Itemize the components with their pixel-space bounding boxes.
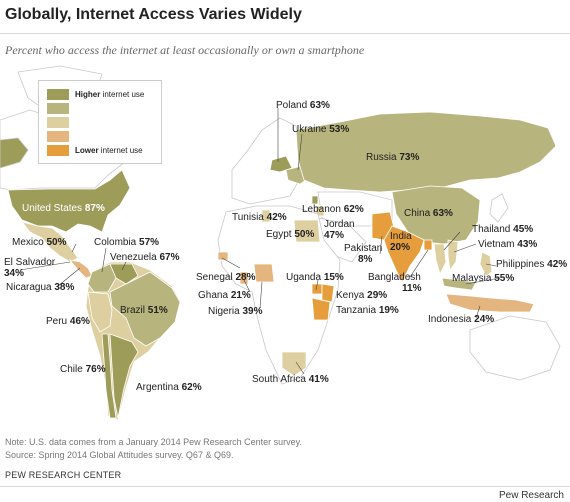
label-egypt: Egypt 50% [266,229,315,240]
title-divider [0,33,570,34]
region-japan [489,193,509,223]
map-egypt [293,219,321,243]
label-china: China 63% [404,208,453,219]
label-peru: Peru 46% [46,316,90,327]
map-malaysia [441,277,477,291]
label-ukraine: Ukraine 53% [292,124,350,135]
label-russia: Russia 73% [366,152,420,163]
label-south-africa: South Africa 41% [252,374,329,385]
region-australia [469,315,561,381]
label-thailand: Thailand 45% [472,224,534,235]
map-brazil [109,271,181,347]
map-lebanon [311,195,319,205]
label-argentina: Argentina 62% [136,382,202,393]
legend-high: Higher internet use [75,90,145,99]
chart-card: Globally, Internet Access Varies Widely … [0,6,570,487]
world-map [0,65,561,421]
region-europe [231,117,301,205]
leader-lines [19,108,501,375]
map-nigeria [253,263,275,283]
chart-title: Globally, Internet Access Varies Widely [5,6,302,23]
map-thailand [433,243,447,276]
label-vietnam: Vietnam 43% [478,239,538,250]
label-pakistan: Pakistan [344,243,383,254]
label-brazil: Brazil 51% [120,305,168,316]
label-tunisia: Tunisia 42% [232,212,287,223]
label-senegal: Senegal 28% [196,272,256,283]
map-senegal [217,251,229,261]
map-tunisia [261,209,271,223]
label-poland: Poland 63% [276,100,330,111]
label-jordan-pct: 47% [324,230,345,241]
label-lebanon: Lebanon 62% [302,204,364,215]
label-indonesia: Indonesia 24% [428,314,495,325]
map-indonesia [445,293,535,313]
map-vietnam [447,239,459,272]
label-ghana: Ghana 21% [198,290,251,301]
map-jordan [315,205,325,217]
source-text: Source: Spring 2014 Global Attitudes sur… [5,450,234,460]
label-malaysia: Malaysia 55% [452,273,515,284]
label-nicaragua: Nicaragua 38% [6,282,75,293]
legend-swatch-1 [47,89,69,100]
map-south-africa [281,351,307,377]
map-india [383,225,425,283]
label-colombia: Colombia 57% [94,237,160,248]
chart-subtitle: Percent who access the internet at least… [5,43,365,57]
footer-divider [0,486,570,487]
region-africa [217,205,341,385]
label-el-salvador-pct: 34% [4,268,25,279]
label-nigeria: Nigeria 39% [208,306,263,317]
org-name: PEW RESEARCH CENTER [5,470,122,480]
map-kenya [321,283,335,303]
map-bangladesh [423,239,433,251]
label-bangladesh-pct: 11% [402,283,422,294]
label-bangladesh: Bangladesh [368,272,421,283]
label-philippines: Philippines 42% [496,259,568,270]
region-alaska [0,137,29,169]
map-russia [295,111,557,193]
map-chile [101,333,117,419]
legend-swatch-2 [47,103,69,114]
label-chile: Chile 76% [60,364,106,375]
label-pakistan-pct: 8% [358,254,373,265]
map-ghana [239,271,249,285]
label-tanzania: Tanzania 19% [336,305,399,316]
label-united-states: United States 87% [22,203,105,214]
label-mexico: Mexico 50% [12,237,67,248]
label-jordan: Jordan [324,219,355,230]
legend-swatch-3 [47,117,69,128]
label-india: India [390,231,412,242]
label-el-salvador: El Salvador [4,257,56,268]
map-central-america [69,259,93,279]
label-uganda: Uganda 15% [286,272,344,283]
legend: Higher internet use Lower internet use [38,80,162,164]
legend-swatch-5 [47,145,69,156]
legend-swatch-4 [47,131,69,142]
note-text: Note: U.S. data comes from a January 201… [5,437,302,447]
map-peru [87,291,113,333]
map-venezuela [109,263,139,285]
legend-low: Lower internet use [75,146,143,155]
map-mexico [20,221,79,263]
map-argentina [109,333,139,419]
map-united-states [7,169,131,233]
map-tanzania [311,297,331,321]
label-kenya: Kenya 29% [336,290,388,301]
label-venezuela: Venezuela 67% [110,252,180,263]
map-china [391,185,481,245]
image-credit: Pew Research [498,490,564,501]
label-india-pct: 20% [390,242,411,253]
